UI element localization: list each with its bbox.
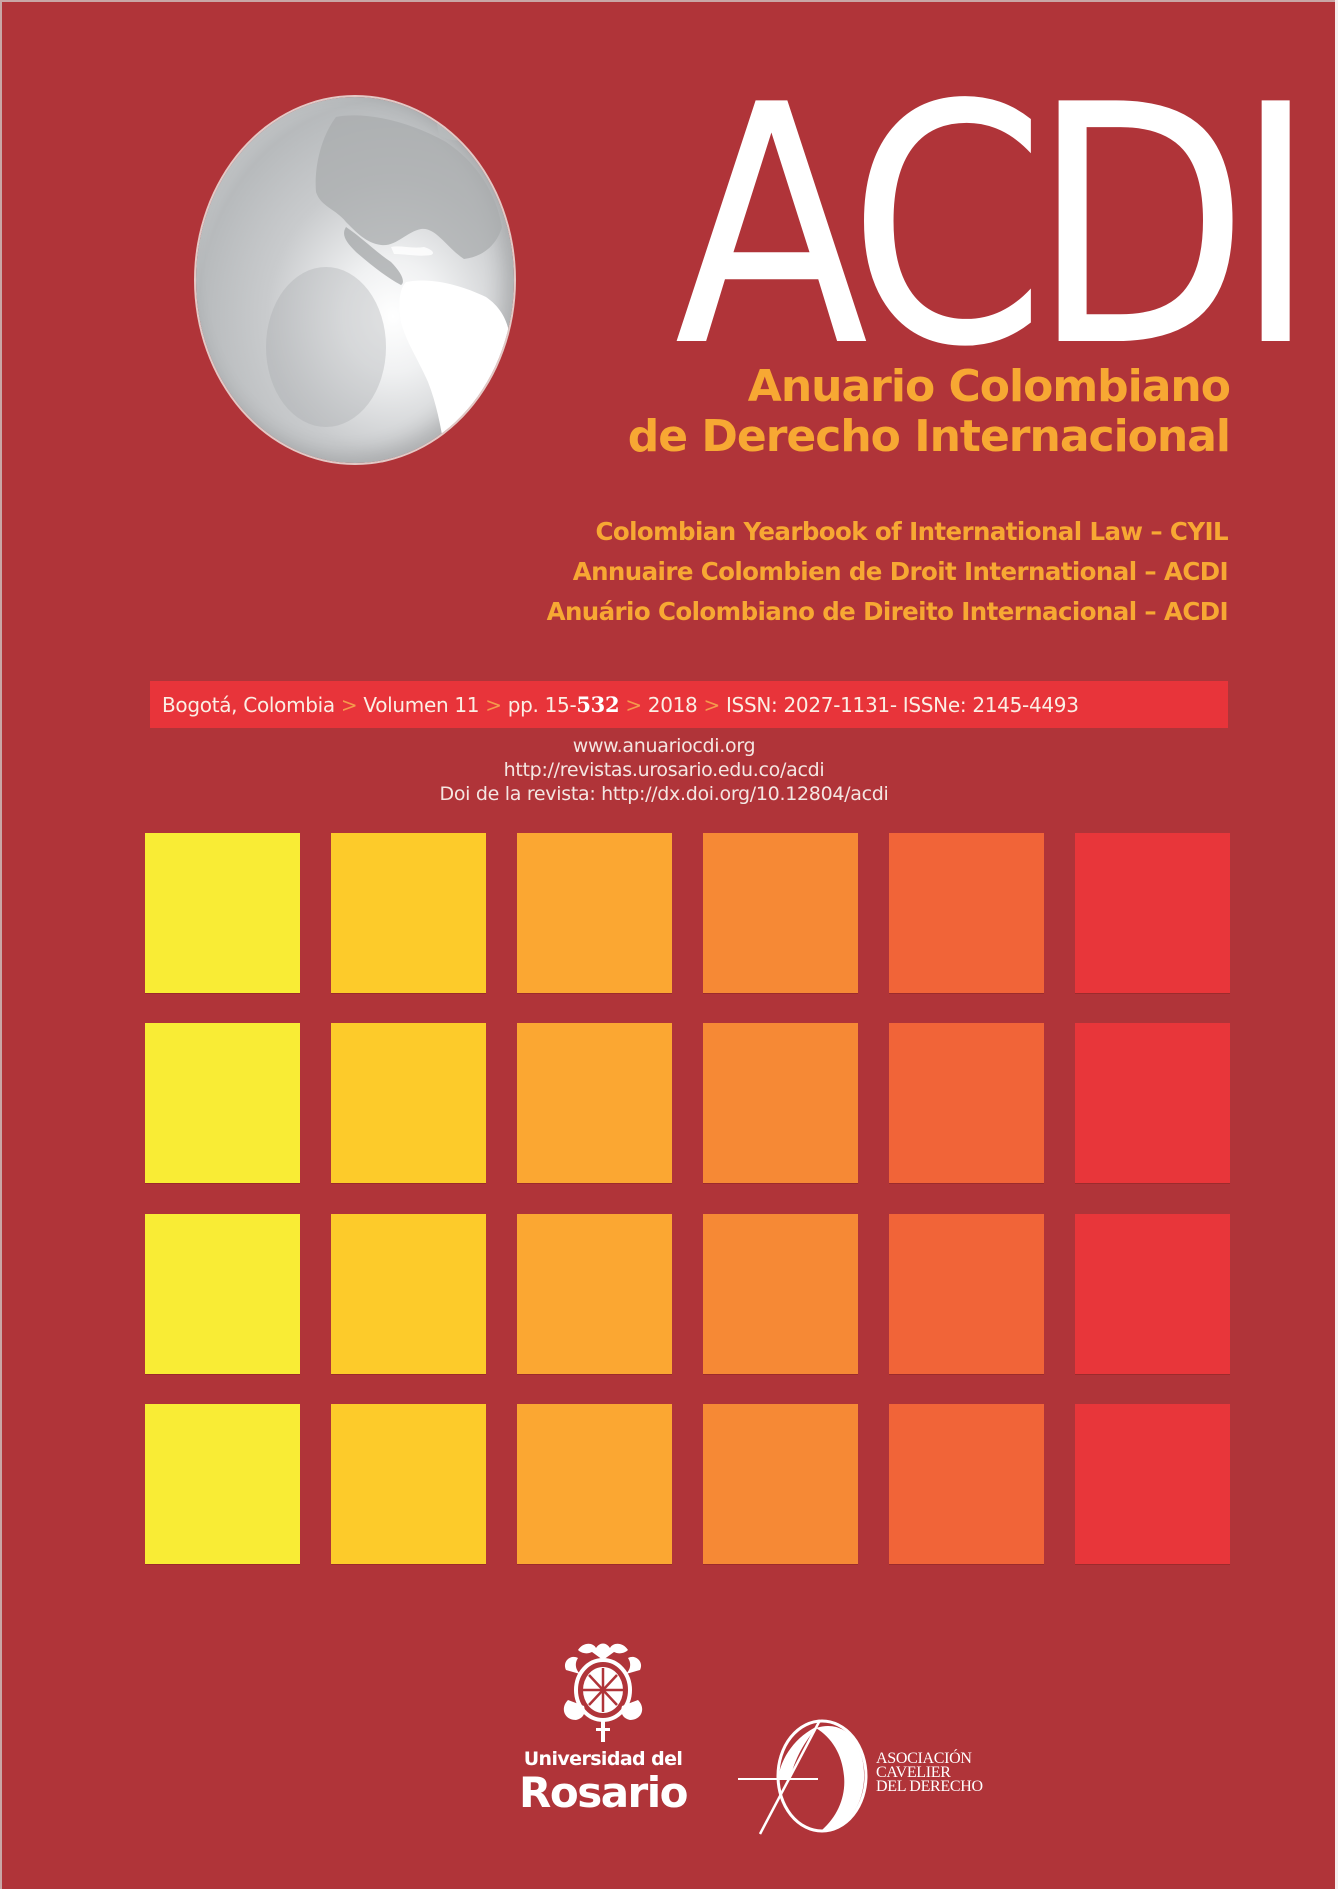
subtitle-portuguese: Anuário Colombiano de Direito Internacio… — [546, 597, 1229, 626]
journal-links: www.anuariocdi.org http://revistas.urosa… — [0, 734, 1338, 806]
color-square — [1075, 1023, 1230, 1183]
banner-pages-prefix: pp. 15- — [507, 693, 577, 717]
doi-link[interactable]: Doi de la revista: http://dx.doi.org/10.… — [439, 783, 889, 805]
journal-logo-acronym: ACDI — [674, 35, 1317, 419]
color-square — [145, 1404, 300, 1564]
revistas-link[interactable]: http://revistas.urosario.edu.co/acdi — [503, 759, 825, 781]
banner-pages-end: 532 — [576, 692, 620, 717]
globe-icon — [196, 97, 514, 463]
cavelier-line2: CAVELIER — [876, 1764, 951, 1781]
publication-info-banner: Bogotá, Colombia > Volumen 11 > pp. 15-532 >2… — [150, 681, 1228, 728]
banner-issn: ISSN: 2027-1131- ISSNe: 2145-4493 — [725, 693, 1079, 717]
journal-title-line2: de Derecho Internacional — [627, 411, 1231, 462]
rosario-logo-line2: Rosario — [519, 1768, 689, 1817]
color-square — [703, 833, 858, 993]
cavelier-line3: DEL DERECHO — [876, 1778, 983, 1795]
color-square — [145, 1023, 300, 1183]
color-square — [703, 1023, 858, 1183]
subtitle-french: Annuaire Colombien de Droit Internationa… — [572, 557, 1229, 586]
page-edge-right — [1335, 0, 1338, 1889]
color-square — [1075, 1404, 1230, 1564]
universidad-rosario-logo: Universidad del Rosario — [518, 1640, 689, 1830]
journal-title-line1: Anuario Colombiano — [747, 361, 1231, 412]
rosario-crest-icon — [563, 1643, 643, 1742]
journal-title: Anuario Colombiano de Derecho Internacio… — [627, 361, 1231, 462]
color-square — [703, 1404, 858, 1564]
color-square — [331, 833, 486, 993]
color-square — [331, 1214, 486, 1374]
color-square — [889, 1023, 1044, 1183]
color-square — [517, 1404, 672, 1564]
cavelier-monogram-icon — [738, 1719, 868, 1835]
page-edge-left — [0, 0, 2, 1889]
separator-icon: > — [340, 693, 358, 717]
banner-city: Bogotá, Colombia — [162, 693, 335, 717]
cavelier-line1: ASOCIACIÓN — [876, 1750, 972, 1767]
color-square — [889, 1214, 1044, 1374]
separator-icon: > — [625, 693, 642, 717]
color-square — [517, 1023, 672, 1183]
separator-icon: > — [703, 693, 720, 717]
color-square — [145, 1214, 300, 1374]
color-square — [517, 833, 672, 993]
color-square — [1075, 833, 1230, 993]
banner-year: 2018 — [647, 693, 698, 717]
page-edge-top — [0, 0, 1338, 2]
cavelier-logo-text: ASOCIACIÓN CAVELIER DEL DERECHO — [876, 1750, 983, 1795]
color-square — [145, 833, 300, 993]
banner-volume: Volumen 11 — [363, 693, 480, 717]
asociacion-cavelier-logo: ASOCIACIÓN CAVELIER DEL DERECHO — [738, 1698, 1058, 1838]
color-square — [517, 1214, 672, 1374]
rosario-logo-line1: Universidad del — [523, 1748, 683, 1770]
color-square — [889, 833, 1044, 993]
color-square — [1075, 1214, 1230, 1374]
color-square — [703, 1214, 858, 1374]
color-square — [889, 1404, 1044, 1564]
color-square — [331, 1404, 486, 1564]
color-square — [331, 1023, 486, 1183]
subtitle-english: Colombian Yearbook of International Law … — [595, 517, 1228, 546]
separator-icon: > — [485, 693, 502, 717]
website-link[interactable]: www.anuariocdi.org — [572, 735, 756, 757]
translated-titles: Colombian Yearbook of International Law … — [546, 512, 1229, 632]
